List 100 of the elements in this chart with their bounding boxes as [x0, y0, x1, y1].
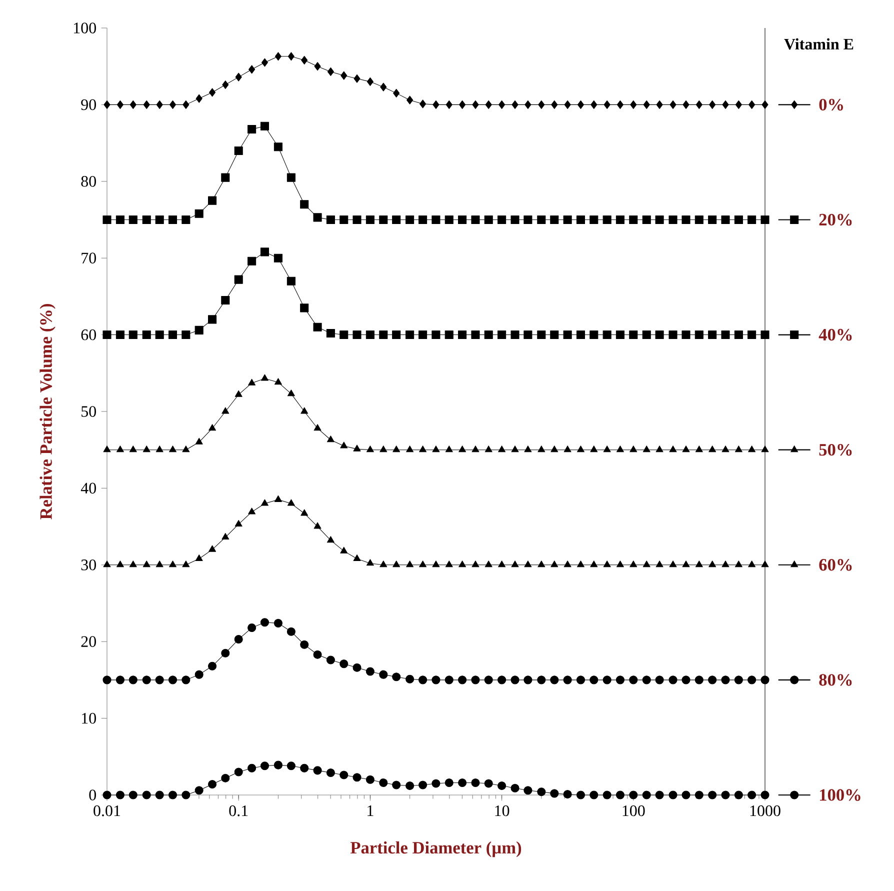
point [116, 215, 124, 224]
point [260, 762, 270, 770]
point [576, 330, 585, 340]
point [432, 100, 440, 109]
point [748, 560, 756, 568]
point [234, 635, 243, 644]
point [735, 100, 742, 109]
point [722, 560, 730, 568]
point [498, 100, 506, 109]
x-tick-label: 10 [495, 805, 510, 816]
point [130, 100, 136, 109]
point [366, 446, 374, 452]
x-tick-label: 1000 [750, 805, 780, 816]
point [286, 173, 296, 182]
point [104, 100, 110, 109]
legend-title: Vitamin E [784, 38, 854, 50]
point [222, 533, 230, 540]
point [445, 446, 453, 452]
point [656, 446, 664, 452]
point [721, 790, 730, 800]
point [616, 560, 624, 568]
point [406, 674, 414, 684]
y-tick-label: 50 [82, 406, 96, 417]
point [116, 446, 124, 452]
y-tick-label: 30 [81, 559, 96, 570]
point [156, 100, 163, 109]
point [642, 446, 650, 452]
point [248, 624, 256, 632]
point [432, 779, 440, 788]
point [366, 77, 374, 86]
point [182, 446, 190, 452]
point [260, 248, 270, 256]
point [235, 72, 242, 82]
point [444, 330, 454, 340]
point [643, 100, 650, 109]
point [668, 790, 678, 800]
point [695, 446, 703, 452]
point [748, 446, 756, 452]
point [432, 676, 440, 684]
point [629, 215, 638, 224]
point [300, 304, 309, 312]
point [498, 446, 506, 452]
point [406, 96, 414, 104]
point [484, 779, 493, 788]
point [128, 676, 138, 684]
point [116, 790, 124, 800]
point [366, 667, 374, 676]
point [484, 676, 493, 684]
point [392, 215, 401, 224]
point [128, 215, 138, 224]
point [668, 676, 678, 684]
point [734, 560, 742, 568]
point [102, 215, 112, 224]
point [577, 100, 584, 109]
point [459, 100, 466, 109]
point [564, 446, 572, 452]
point [352, 663, 362, 672]
point [722, 446, 730, 452]
point [352, 330, 362, 340]
point [748, 330, 756, 340]
point [340, 770, 348, 780]
point [326, 536, 334, 543]
point [484, 215, 493, 224]
legend-label: 0% [819, 98, 843, 111]
y-tick-label: 10 [82, 712, 96, 724]
point [380, 82, 387, 92]
point [510, 215, 520, 224]
point [287, 390, 295, 396]
point [590, 446, 598, 452]
point [695, 560, 703, 568]
point [418, 330, 428, 340]
point [380, 446, 388, 452]
point [472, 100, 479, 109]
point [260, 122, 270, 130]
point [538, 560, 546, 568]
point [392, 446, 400, 452]
point [168, 790, 178, 800]
point [326, 436, 334, 442]
point [682, 560, 690, 568]
point [760, 676, 770, 684]
point [354, 74, 360, 83]
point [194, 786, 204, 795]
point [286, 762, 296, 770]
point [458, 676, 467, 684]
point [550, 560, 558, 568]
point [393, 88, 400, 98]
point [353, 444, 361, 452]
point [484, 330, 493, 340]
point [576, 215, 585, 224]
point [629, 330, 638, 340]
point [576, 790, 585, 800]
point [445, 560, 453, 568]
point [366, 215, 374, 224]
y-tick-label: 70 [82, 252, 96, 264]
point [248, 65, 256, 74]
point [208, 315, 217, 324]
point [420, 100, 426, 108]
point [748, 100, 756, 109]
point [208, 424, 216, 431]
point [155, 676, 164, 684]
